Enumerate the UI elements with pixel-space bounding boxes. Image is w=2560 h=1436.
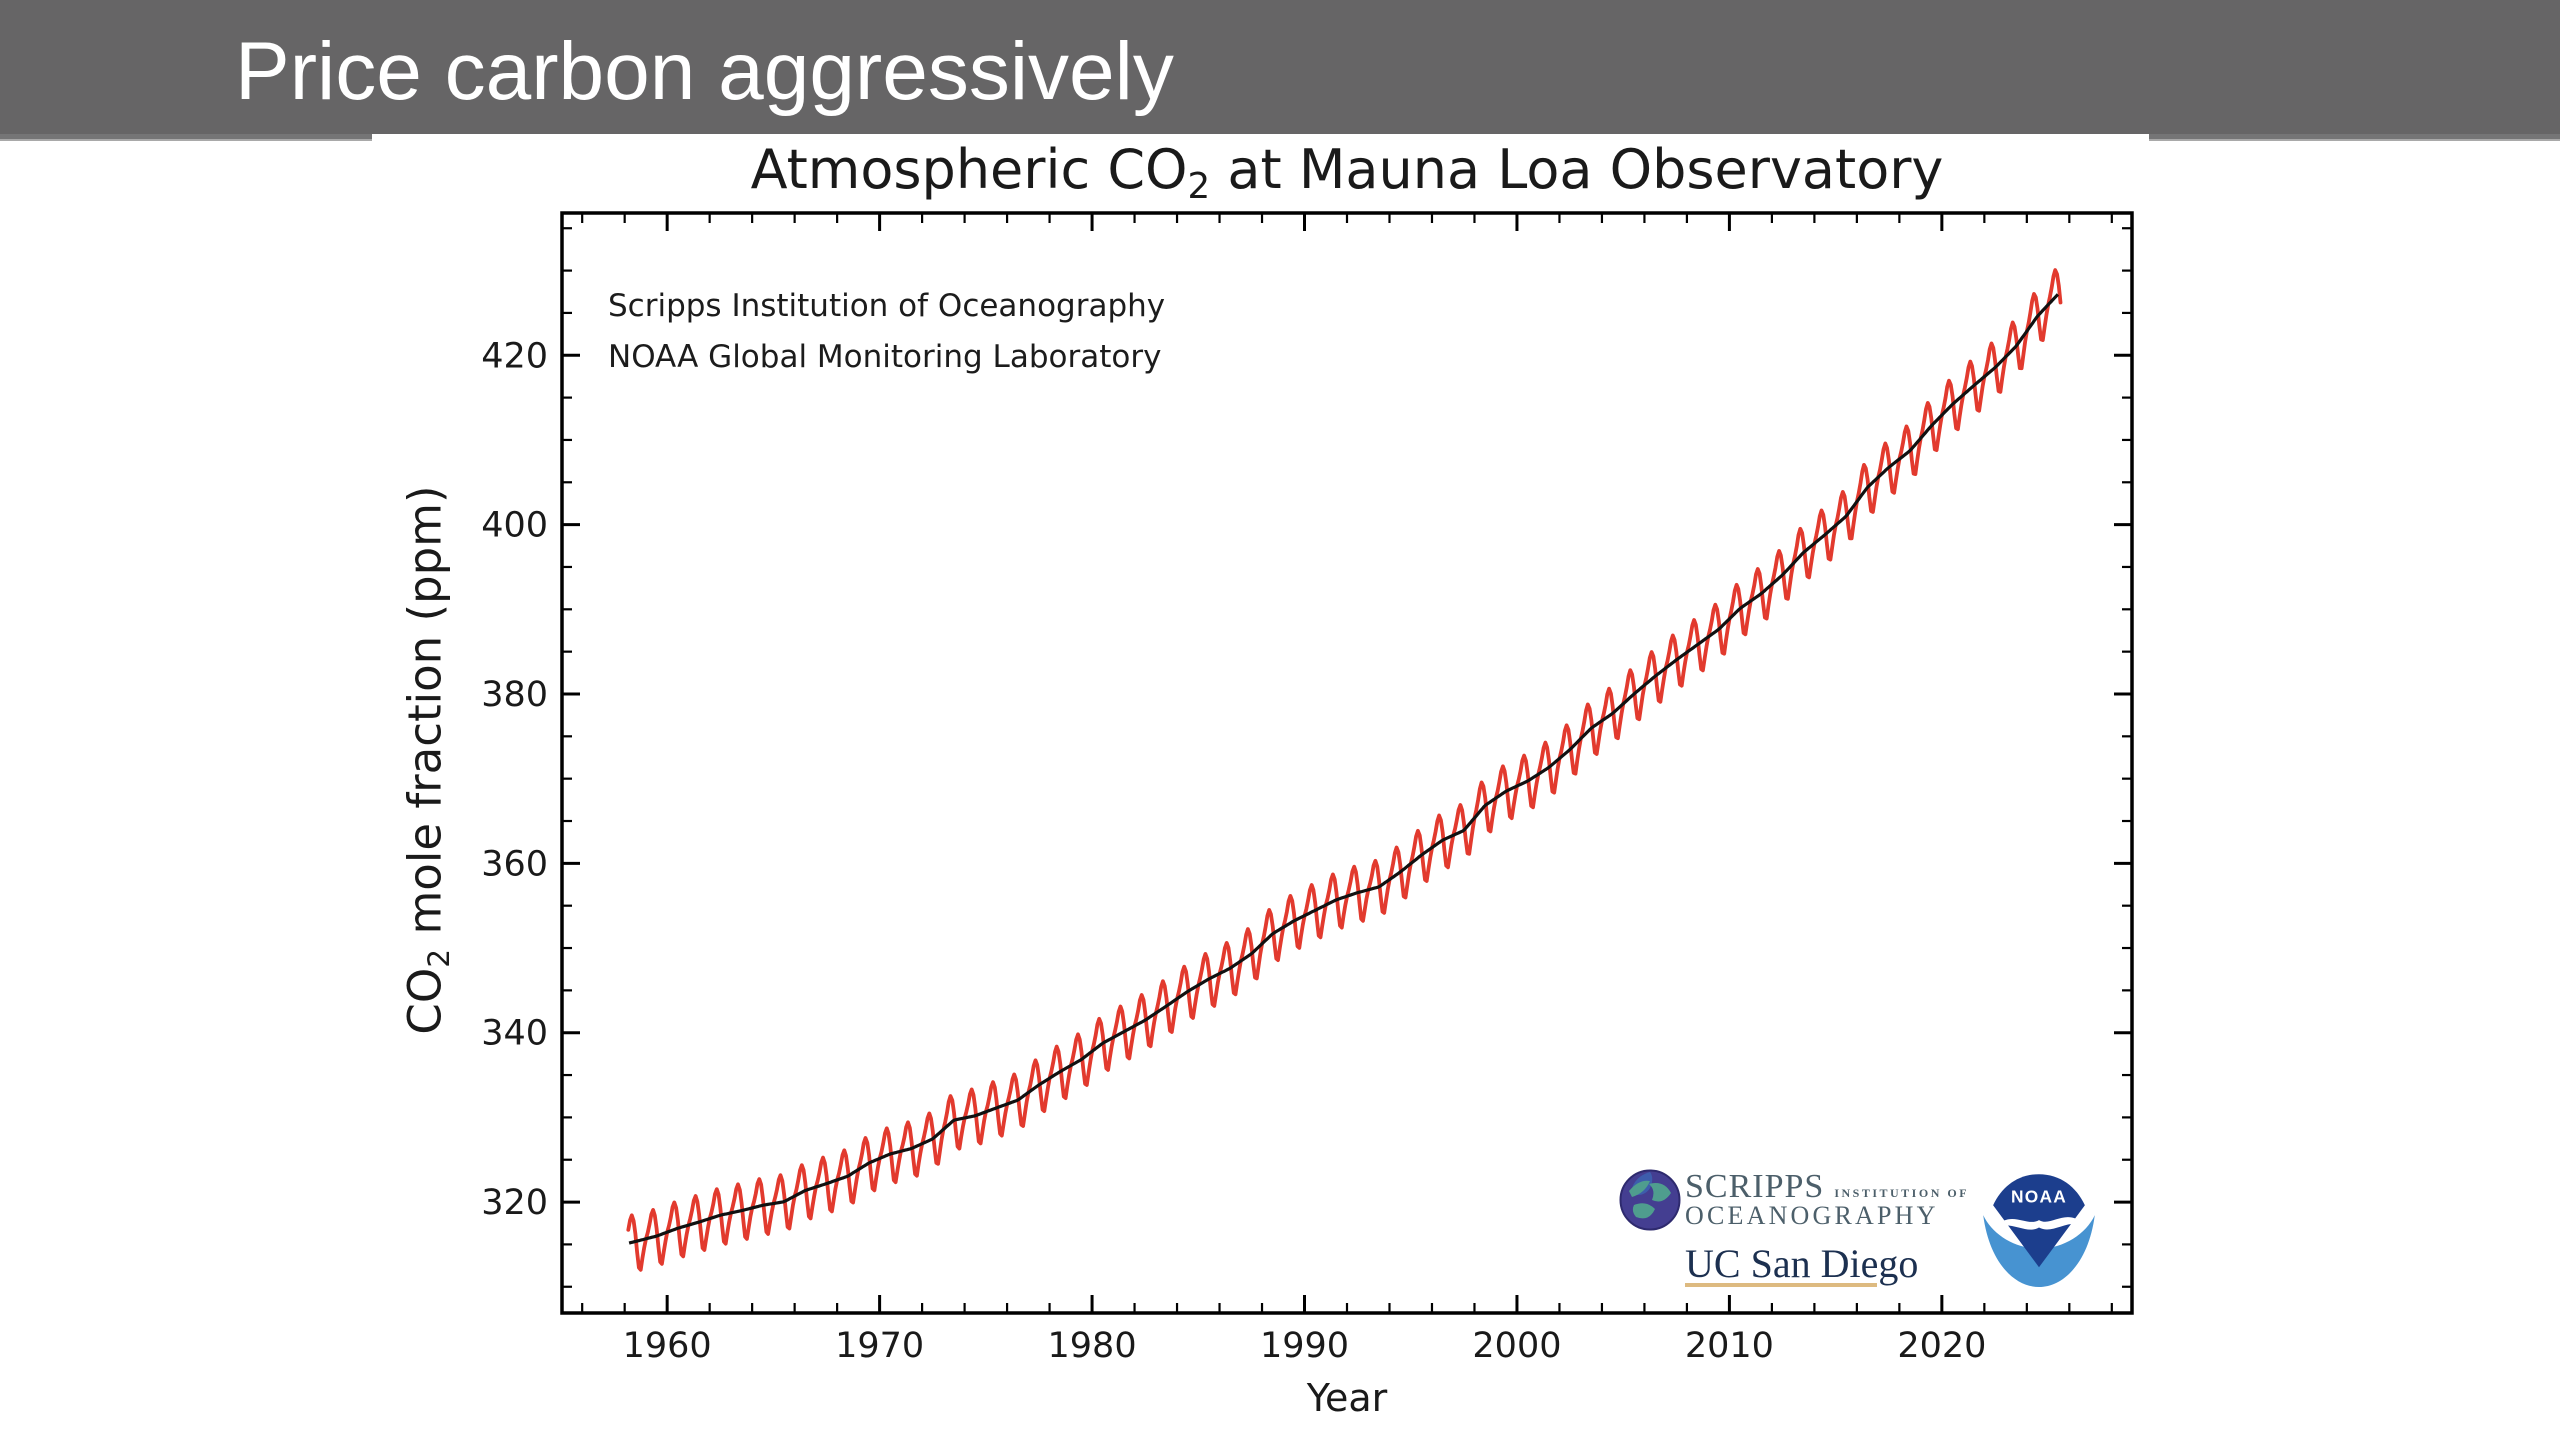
y-tick-label: 380 <box>481 675 548 715</box>
scripps-oceanography: OCEANOGRAPHY <box>1685 1201 1939 1230</box>
x-tick-label: 2020 <box>1897 1326 1986 1366</box>
header-edge-left <box>0 134 372 141</box>
scripps-institution-of: INSTITUTION OF <box>1834 1186 1970 1200</box>
x-axis-label: Year <box>1306 1376 1388 1420</box>
y-tick-label: 340 <box>481 1014 548 1054</box>
y-tick-label: 400 <box>481 506 548 546</box>
x-tick-label: 1980 <box>1048 1326 1137 1366</box>
x-tick-label: 1960 <box>623 1326 712 1366</box>
chart-title-pre: Atmospheric CO <box>750 138 1188 201</box>
uc-san-diego-underline <box>1685 1283 1877 1287</box>
chart-title: Atmospheric CO2 at Mauna Loa Observatory <box>750 138 1944 204</box>
scripps-wordmark-row: SCRIPPS INSTITUTION OF <box>1685 1168 1969 1206</box>
scripps-globe-icon <box>1619 1169 1681 1231</box>
x-tick-label: 2010 <box>1685 1326 1774 1366</box>
noaa-logo-text: NOAA <box>2011 1187 2067 1207</box>
y-axis-label-post: mole fraction (ppm) <box>398 485 452 949</box>
monthly-co2-series <box>626 268 2063 1272</box>
slide-header-bar: Price carbon aggressively <box>0 0 2560 134</box>
uc-san-diego-wordmark: UC San Diego <box>1685 1241 1919 1286</box>
y-axis-label-sub: 2 <box>421 948 457 968</box>
scripps-wordmark: SCRIPPS <box>1685 1168 1825 1205</box>
y-tick-label: 360 <box>481 844 548 884</box>
x-tick-label: 1970 <box>835 1326 924 1366</box>
annotation-line-scripps: Scripps Institution of Oceanography <box>608 288 1166 324</box>
x-tick-label: 2000 <box>1472 1326 1561 1366</box>
slide-title: Price carbon aggressively <box>235 26 1174 117</box>
y-axis-label-pre: CO <box>398 967 452 1035</box>
annotation-line-noaa: NOAA Global Monitoring Laboratory <box>608 339 1162 375</box>
header-edge-right <box>2149 134 2560 141</box>
noaa-logo-icon: NOAA <box>1978 1169 2100 1291</box>
trend-co2-series <box>628 293 2060 1245</box>
x-tick-label: 1990 <box>1260 1326 1349 1366</box>
chart-title-sub: 2 <box>1187 165 1211 207</box>
chart-title-post: at Mauna Loa Observatory <box>1210 138 1944 201</box>
y-tick-label: 320 <box>481 1183 548 1223</box>
data-source-annotation: Scripps Institution of Oceanography NOAA… <box>608 281 1165 383</box>
y-axis-label: CO2 mole fraction (ppm) <box>398 485 457 1035</box>
y-tick-label: 420 <box>481 336 548 376</box>
